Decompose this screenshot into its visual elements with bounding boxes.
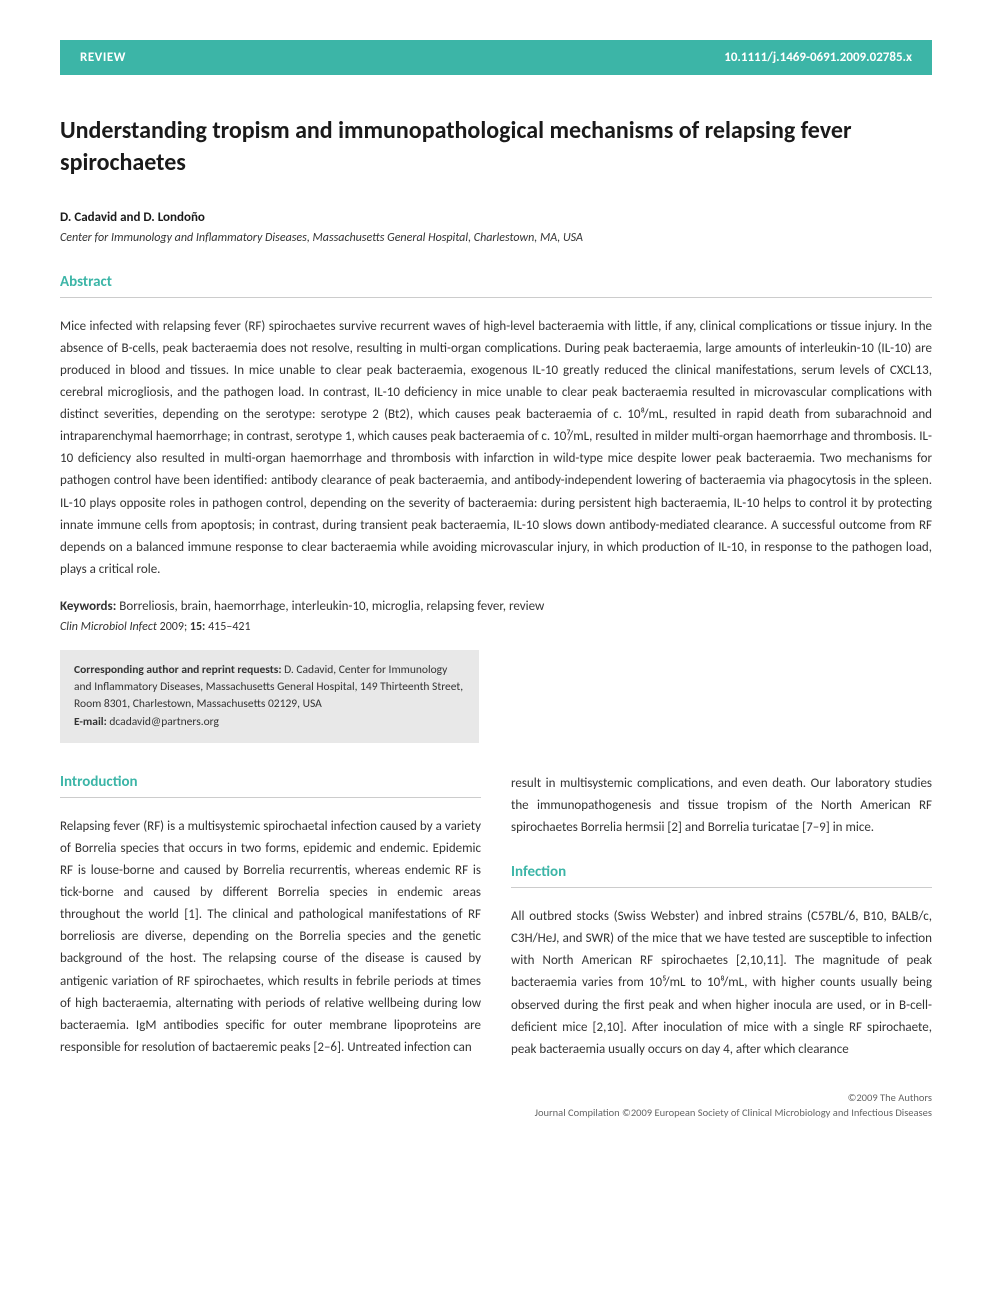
introduction-heading: Introduction (60, 773, 481, 798)
header-bar: REVIEW 10.1111/j.1469-0691.2009.02785.x (60, 40, 932, 75)
citation: Clin Microbiol Infect 2009; 15: 415–421 (60, 620, 932, 634)
left-column: Introduction Relapsing fever (RF) is a m… (60, 773, 481, 1061)
article-doi: 10.1111/j.1469-0691.2009.02785.x (724, 50, 912, 65)
abstract-text: Mice infected with relapsing fever (RF) … (60, 316, 932, 581)
infection-heading: Infection (511, 863, 932, 888)
email-label: E-mail: (74, 715, 107, 729)
body-columns: Introduction Relapsing fever (RF) is a m… (60, 773, 932, 1061)
citation-volume: 15: (190, 620, 205, 634)
citation-journal: Clin Microbiol Infect (60, 620, 157, 634)
article-type-label: REVIEW (80, 50, 126, 65)
footer-line1: ©2009 The Authors (60, 1091, 932, 1106)
article-title: Understanding tropism and immunopatholog… (60, 115, 932, 180)
affiliation: Center for Immunology and Inflammatory D… (60, 231, 932, 245)
corresponding-label: Corresponding author and reprint request… (74, 663, 282, 677)
keywords-label: Keywords: (60, 599, 116, 614)
citation-pages: 415–421 (208, 620, 250, 634)
corresponding-email: dcadavid@partners.org (109, 715, 219, 729)
keywords-line: Keywords: Borreliosis, brain, haemorrhag… (60, 599, 932, 614)
introduction-text-right: result in multisystemic complications, a… (511, 773, 932, 839)
keywords-text: Borreliosis, brain, haemorrhage, interle… (119, 599, 544, 614)
footer-line2: Journal Compilation ©2009 European Socie… (60, 1106, 932, 1121)
corresponding-author-box: Corresponding author and reprint request… (60, 650, 479, 743)
abstract-heading: Abstract (60, 273, 932, 298)
authors: D. Cadavid and D. Londoño (60, 210, 932, 225)
right-column: result in multisystemic complications, a… (511, 773, 932, 1061)
citation-year: 2009; (160, 620, 188, 634)
page-footer: ©2009 The Authors Journal Compilation ©2… (60, 1091, 932, 1120)
introduction-text-left: Relapsing fever (RF) is a multisystemic … (60, 816, 481, 1059)
infection-text: All outbred stocks (Swiss Webster) and i… (511, 906, 932, 1061)
